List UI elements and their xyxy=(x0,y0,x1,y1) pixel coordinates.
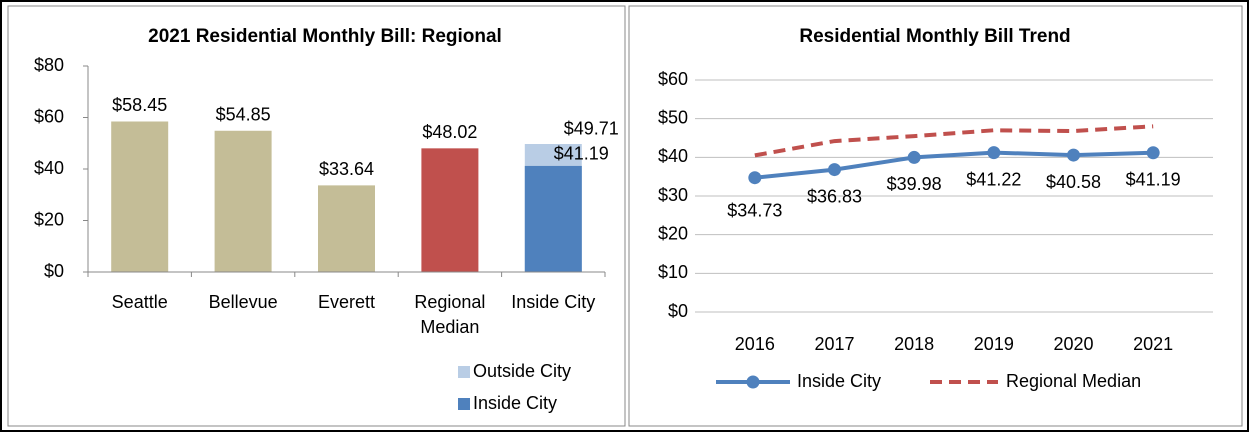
y-tick-label: $30 xyxy=(658,185,688,205)
line xyxy=(754,124,1154,158)
y-tick-label: $80 xyxy=(34,55,64,75)
x-tick-label: 2021 xyxy=(1133,334,1173,354)
panel-right xyxy=(628,5,1243,427)
legend-swatch xyxy=(458,366,470,378)
legend-label: Outside City xyxy=(473,361,571,381)
chart-title: Residential Monthly Bill Trend xyxy=(799,26,1070,47)
legend-label: Inside City xyxy=(473,393,557,413)
bar xyxy=(318,185,375,272)
value-label: $34.73 xyxy=(727,200,782,220)
legend-label: Regional Median xyxy=(1006,371,1141,391)
y-tick-label: $60 xyxy=(34,106,64,126)
x-tick-label: 2017 xyxy=(814,334,854,354)
bar xyxy=(524,165,582,272)
value-label: $41.22 xyxy=(966,169,1021,189)
value-label: $48.02 xyxy=(422,122,477,142)
marker xyxy=(748,171,762,185)
x-tick-label-box: Bellevue xyxy=(208,292,278,312)
y-tick-label: $40 xyxy=(658,146,688,166)
legend-swatch xyxy=(458,398,470,410)
value-label: $33.64 xyxy=(319,159,374,179)
value-label: $41.19 xyxy=(1126,169,1181,189)
marker xyxy=(1146,146,1160,160)
marker xyxy=(1067,148,1080,162)
x-tick-label: 2019 xyxy=(974,334,1014,354)
x-tick-label: Inside City xyxy=(511,292,596,312)
x-tick-label: 2018 xyxy=(894,334,934,354)
value-label: $54.85 xyxy=(216,105,271,125)
y-tick-label: $50 xyxy=(658,107,688,127)
line xyxy=(754,150,1154,180)
y-tick-label: $60 xyxy=(658,69,688,89)
chart-title: 2021 Residential Monthly Bill: Regional xyxy=(148,26,502,47)
y-tick-label: $0 xyxy=(44,261,64,281)
x-tick-label-box: Everett xyxy=(317,292,375,312)
legend-marker xyxy=(746,375,760,389)
y-tick-label: $20 xyxy=(658,223,688,243)
x-tick-label: Seattle xyxy=(111,292,168,312)
panel-left xyxy=(7,5,626,427)
x-tick-label: Regional Median xyxy=(414,292,486,337)
bar xyxy=(111,121,169,273)
value-label: $40.58 xyxy=(1046,172,1101,192)
x-tick-label: 2020 xyxy=(1053,334,1093,354)
legend-label: Inside City xyxy=(797,371,881,391)
bar xyxy=(421,148,479,272)
x-tick-label-box: Inside City xyxy=(511,292,596,312)
value-label: $36.83 xyxy=(807,186,862,206)
y-tick-label: $10 xyxy=(658,262,688,282)
x-tick-label-box: Regional Median xyxy=(414,292,486,337)
x-tick-label: 2016 xyxy=(735,334,775,354)
x-tick-label-box: Seattle xyxy=(111,292,168,312)
value-label: $58.45 xyxy=(112,95,167,115)
marker xyxy=(828,163,841,177)
x-tick-label: Everett xyxy=(317,292,375,312)
marker xyxy=(907,150,921,164)
marker xyxy=(987,146,1001,160)
x-tick-label: Bellevue xyxy=(208,292,278,312)
y-tick-label: $20 xyxy=(34,209,64,229)
value-label: $49.71 xyxy=(564,119,619,139)
y-tick-label: $0 xyxy=(668,301,688,321)
value-label: $39.98 xyxy=(887,174,942,194)
y-tick-label: $40 xyxy=(34,158,64,178)
value-label: $41.19 xyxy=(554,144,609,164)
bar xyxy=(214,130,272,272)
